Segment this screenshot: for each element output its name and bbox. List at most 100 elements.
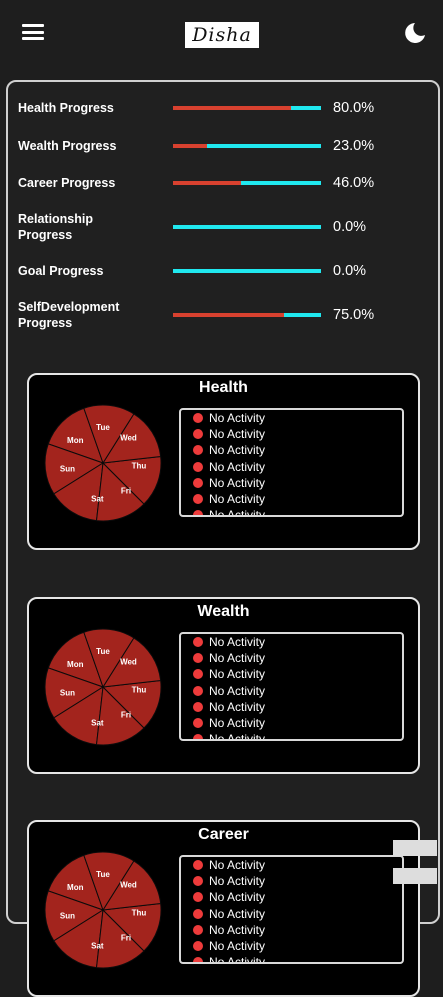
- activity-label: No Activity: [209, 922, 266, 937]
- activity-label: No Activity: [209, 683, 266, 698]
- card-title: Career: [198, 826, 249, 843]
- pie-slice[interactable]: [47, 631, 104, 688]
- activity-label: No Activity: [209, 699, 266, 714]
- activity-label: No Activity: [209, 651, 266, 666]
- activity-item: No Activity: [181, 731, 402, 739]
- week-pie-chart[interactable]: Sun Mon Tue Wed Thu Fri Sat: [43, 403, 163, 523]
- pie-day-label: Sat: [91, 719, 104, 728]
- pie-day-label: Thu: [132, 685, 147, 694]
- pie-slice[interactable]: [53, 462, 104, 522]
- progress-label: Career Progress: [18, 176, 116, 190]
- activity-item: No Activity: [181, 906, 402, 922]
- menu-icon[interactable]: [22, 24, 44, 40]
- pie-slice[interactable]: [44, 443, 105, 495]
- pie-slice[interactable]: [95, 685, 145, 746]
- progress-value: 80.0%: [333, 100, 375, 116]
- progress-value: 46.0%: [333, 175, 375, 191]
- progress-bar-fill: [173, 106, 292, 110]
- pie-slice[interactable]: [102, 637, 162, 688]
- activity-dot-icon: [193, 445, 203, 456]
- activity-list[interactable]: No Activity No Activity No Activity No Acti…: [179, 855, 404, 964]
- activity-list[interactable]: No Activity No Activity No Activity No Acti…: [179, 632, 404, 741]
- pie-day-label: Fri: [121, 487, 131, 496]
- card-title: Wealth: [197, 603, 250, 620]
- activity-item: No Activity: [181, 889, 402, 905]
- pie-slice[interactable]: [44, 667, 105, 719]
- card-title: Health: [199, 379, 248, 396]
- progress-bar: [173, 144, 321, 148]
- pie-day-label: Mon: [67, 436, 84, 445]
- activity-item: No Activity: [181, 459, 402, 475]
- progress-bar-fill: [173, 144, 208, 148]
- pie-slice[interactable]: [83, 404, 135, 465]
- pie-day-label: Sun: [60, 465, 75, 474]
- app-logo: Disha: [185, 22, 259, 48]
- activity-item: No Activity: [181, 873, 402, 889]
- watermark-bottom-icon: [393, 868, 437, 884]
- activity-dot-icon: [193, 477, 203, 488]
- progress-label: Goal Progress: [18, 264, 104, 278]
- activity-label: No Activity: [209, 443, 266, 458]
- pie-slice[interactable]: [101, 455, 162, 505]
- activity-label: No Activity: [209, 635, 266, 649]
- activity-item: No Activity: [181, 634, 402, 650]
- activity-label: No Activity: [209, 411, 266, 425]
- activity-item: No Activity: [181, 938, 402, 954]
- progress-label: Relationship Progress: [18, 212, 94, 242]
- pie-slice[interactable]: [83, 851, 135, 912]
- activity-item: No Activity: [181, 922, 402, 938]
- activity-dot-icon: [193, 510, 203, 515]
- pie-slice[interactable]: [47, 407, 104, 464]
- pie-slice[interactable]: [53, 686, 104, 746]
- pie-slice[interactable]: [101, 679, 162, 729]
- activity-label: No Activity: [209, 890, 266, 905]
- pie-day-label: Sat: [91, 942, 104, 951]
- watermark: [393, 840, 437, 884]
- pie-day-label: Sun: [60, 689, 75, 698]
- activity-label: No Activity: [209, 667, 266, 682]
- activity-dot-icon: [193, 957, 203, 962]
- progress-label: Health Progress: [18, 101, 114, 115]
- activity-item: No Activity: [181, 650, 402, 666]
- week-pie-chart[interactable]: Sun Mon Tue Wed Thu Fri Sat: [43, 627, 163, 747]
- pie-day-label: Thu: [132, 461, 147, 470]
- pie-slice[interactable]: [83, 628, 135, 689]
- pie-day-label: Fri: [121, 934, 131, 943]
- activity-list[interactable]: No Activity No Activity No Activity No Acti…: [179, 408, 404, 517]
- week-pie-chart[interactable]: Sun Mon Tue Wed Thu Fri Sat: [43, 850, 163, 970]
- watermark-top-icon: [393, 840, 437, 856]
- activity-item: No Activity: [181, 683, 402, 699]
- activity-dot-icon: [193, 924, 203, 935]
- category-card: Wealth Sun Mon Tue Wed Thu Fri Sat No Activity No…: [27, 597, 420, 774]
- dashboard-panel: Health Progress 80.0% Wealth Progress 23.0%…: [6, 80, 440, 997]
- pie-slice[interactable]: [95, 461, 145, 522]
- activity-item: No Activity: [181, 475, 402, 491]
- progress-label: SelfDevelopment Progress: [18, 300, 120, 330]
- pie-day-label: Mon: [67, 660, 84, 669]
- pie-slice[interactable]: [47, 854, 104, 911]
- pie-day-label: Tue: [96, 647, 110, 656]
- activity-dot-icon: [193, 734, 203, 739]
- moon-icon[interactable]: [403, 21, 427, 45]
- activity-dot-icon: [193, 940, 203, 951]
- pie-slice[interactable]: [102, 413, 162, 464]
- activity-label: No Activity: [209, 715, 266, 730]
- progress-value: 75.0%: [333, 307, 375, 323]
- progress-value: 0.0%: [333, 219, 367, 235]
- category-card: Health Sun Mon Tue Wed Thu Fri Sat No Activity No…: [27, 373, 420, 550]
- activity-dot-icon: [193, 908, 203, 919]
- progress-bar-fill: [173, 181, 242, 185]
- activity-label: No Activity: [209, 874, 266, 889]
- activity-dot-icon: [193, 669, 203, 680]
- progress-value: 0.0%: [333, 263, 367, 279]
- activity-item: No Activity: [181, 857, 402, 873]
- pie-day-label: Wed: [120, 881, 137, 890]
- activity-dot-icon: [193, 637, 203, 647]
- progress-value: 23.0%: [333, 138, 375, 154]
- progress-bar: [173, 225, 321, 229]
- app-bar: Disha: [0, 0, 443, 64]
- pie-day-label: Mon: [67, 883, 84, 892]
- activity-item: No Activity: [181, 699, 402, 715]
- activity-item: No Activity: [181, 442, 402, 458]
- pie-day-label: Wed: [120, 658, 137, 667]
